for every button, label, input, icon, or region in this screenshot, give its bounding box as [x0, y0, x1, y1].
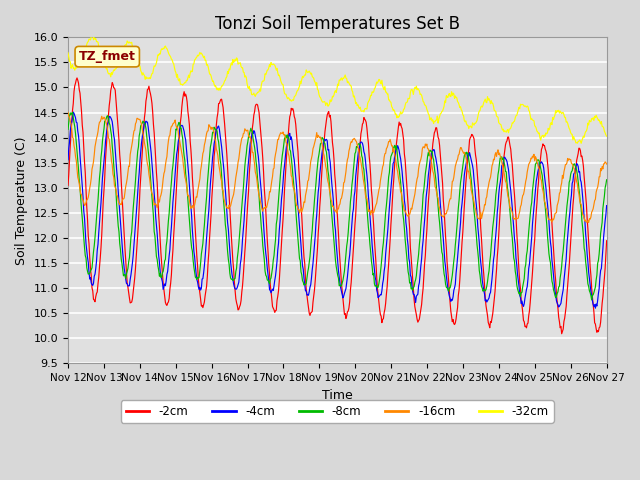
Title: Tonzi Soil Temperatures Set B: Tonzi Soil Temperatures Set B: [215, 15, 460, 33]
Text: TZ_fmet: TZ_fmet: [79, 50, 136, 63]
Y-axis label: Soil Temperature (C): Soil Temperature (C): [15, 136, 28, 264]
Legend: -2cm, -4cm, -8cm, -16cm, -32cm: -2cm, -4cm, -8cm, -16cm, -32cm: [121, 400, 554, 423]
X-axis label: Time: Time: [322, 389, 353, 402]
